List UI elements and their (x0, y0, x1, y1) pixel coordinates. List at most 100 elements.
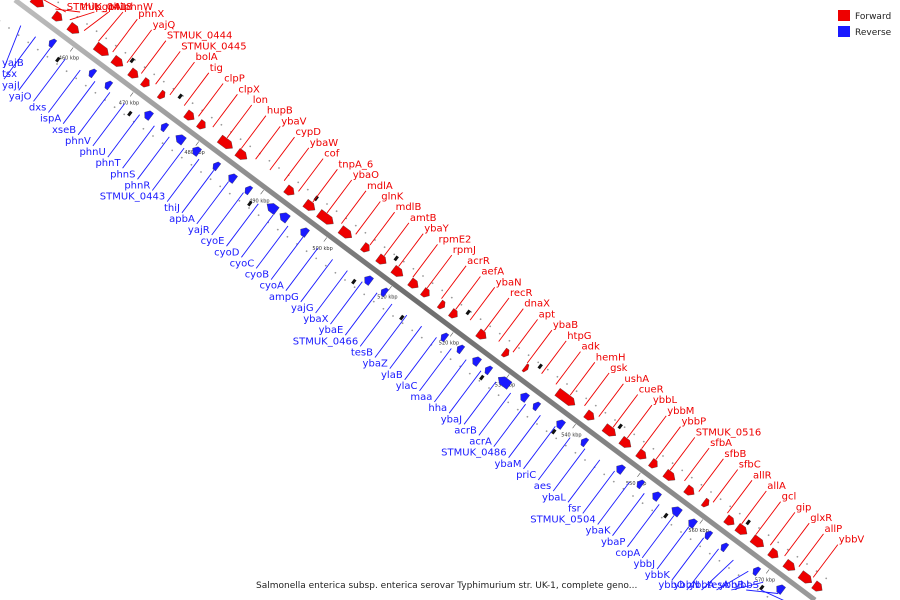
guide-dot (440, 351, 442, 353)
guide-dot (651, 509, 654, 512)
forward-leader-line (426, 254, 453, 289)
forward-leader-line (198, 83, 224, 117)
guide-dot (431, 282, 434, 285)
reverse-gene-arrow (380, 287, 390, 298)
guide-dot (411, 329, 414, 332)
guide-dot (344, 279, 346, 281)
forward-gene-label: allR (753, 470, 772, 481)
reverse-leader-line (33, 58, 66, 102)
forward-gene-label: ybaB (553, 320, 578, 331)
forward-leader-line (55, 8, 81, 13)
forward-gene-arrow (216, 134, 233, 149)
forward-leader-line (484, 297, 510, 332)
guide-dot (681, 469, 684, 472)
forward-leader-line (383, 222, 410, 256)
guide-dot (335, 210, 338, 213)
reverse-leader-line (300, 259, 333, 303)
reverse-leader-line (434, 359, 467, 403)
forward-leader-line (669, 437, 696, 471)
forward-gene-arrow (92, 41, 109, 56)
gene-body (127, 67, 139, 79)
reverse-gene-arrow (364, 275, 374, 286)
reverse-gene-label: STMUK_0486 (441, 448, 506, 459)
guide-dot (536, 423, 538, 425)
forward-gene-arrow (156, 89, 166, 100)
reverse-gene-label: ybaE (319, 325, 344, 336)
forward-gene-label: STMUK_0516 (696, 427, 761, 438)
gene-body (92, 41, 109, 56)
forward-gene-label: dnaX (524, 299, 550, 310)
forward-gene-label: recR (510, 288, 533, 299)
reverse-leader-line (612, 493, 645, 536)
guide-dot (353, 286, 356, 289)
guide-dot (575, 390, 578, 393)
forward-leader-line (569, 362, 596, 396)
reverse-gene-label: yajI (2, 80, 20, 91)
guide-dot (489, 325, 492, 328)
gene-body (616, 464, 626, 475)
guide-dot (142, 127, 145, 130)
gene-body (160, 122, 170, 133)
minor-feature-mark (465, 309, 471, 316)
reverse-leader-line (151, 147, 185, 191)
gene-body (683, 484, 695, 496)
forward-leader-line (641, 415, 667, 449)
reverse-leader-line (493, 403, 526, 447)
reverse-gene-label: ybaM (494, 459, 521, 470)
scale-tick-label: 470 kbp (119, 101, 139, 107)
guide-dot (574, 451, 577, 454)
reverse-leader-line (448, 370, 482, 414)
forward-gene-label: thiL (81, 2, 100, 13)
reverse-gene-label: ybbK (645, 570, 671, 581)
forward-gene-label: glxR (810, 513, 832, 524)
guide-dot (392, 315, 394, 317)
forward-leader-line (698, 458, 724, 492)
reverse-gene-arrow (104, 80, 114, 91)
forward-gene-arrow (749, 534, 764, 548)
reverse-gene-label: fsr (568, 503, 582, 514)
gene-body (782, 558, 796, 571)
reverse-gene-arrow (532, 401, 542, 412)
guide-dot (219, 185, 222, 188)
reverse-leader-line (255, 225, 289, 269)
forward-leader-line (612, 394, 639, 428)
reverse-leader-line (344, 292, 378, 336)
reverse-leader-line (285, 248, 319, 291)
guide-dot (210, 116, 213, 119)
guide-dot (86, 23, 88, 25)
guide-dot (190, 163, 193, 166)
forward-gene-arrow (618, 435, 632, 448)
reverse-gene-label: yajR (188, 225, 210, 236)
guide-dot (747, 581, 750, 584)
guide-dot (498, 332, 501, 335)
reverse-gene-arrow (472, 356, 482, 367)
gene-body (811, 580, 823, 592)
forward-gene-arrow (475, 328, 487, 340)
gene-body (440, 332, 450, 343)
reverse-gene-label: acrB (454, 425, 477, 436)
guide-dot (372, 300, 375, 303)
forward-gene-label: clpX (238, 84, 260, 95)
reverse-leader-line (537, 437, 571, 481)
guide-dot (113, 106, 116, 109)
forward-gene-arrow (448, 308, 458, 319)
reverse-leader-line (567, 459, 601, 503)
guide-dot (162, 80, 165, 83)
guide-dot (527, 354, 530, 357)
forward-gene-label: sfbC (739, 460, 761, 471)
reverse-gene-arrow (580, 437, 590, 448)
gene-body (300, 227, 310, 238)
reverse-leader-line (107, 114, 140, 158)
guide-dot (603, 473, 606, 476)
forward-gene-arrow (140, 77, 150, 88)
forward-leader-line (727, 480, 753, 514)
forward-gene-arrow (554, 387, 576, 406)
legend-reverse-label: Reverse (855, 28, 892, 38)
dotted-guides (0, 1, 828, 598)
scale-tick-label: 570 kbp (755, 578, 775, 584)
reverse-gene-arrow (228, 173, 238, 184)
forward-leader-line (412, 244, 438, 278)
scale-tick-label: 560 kbp (688, 528, 708, 534)
guide-dot (710, 491, 712, 493)
forward-leader-line (769, 512, 796, 546)
